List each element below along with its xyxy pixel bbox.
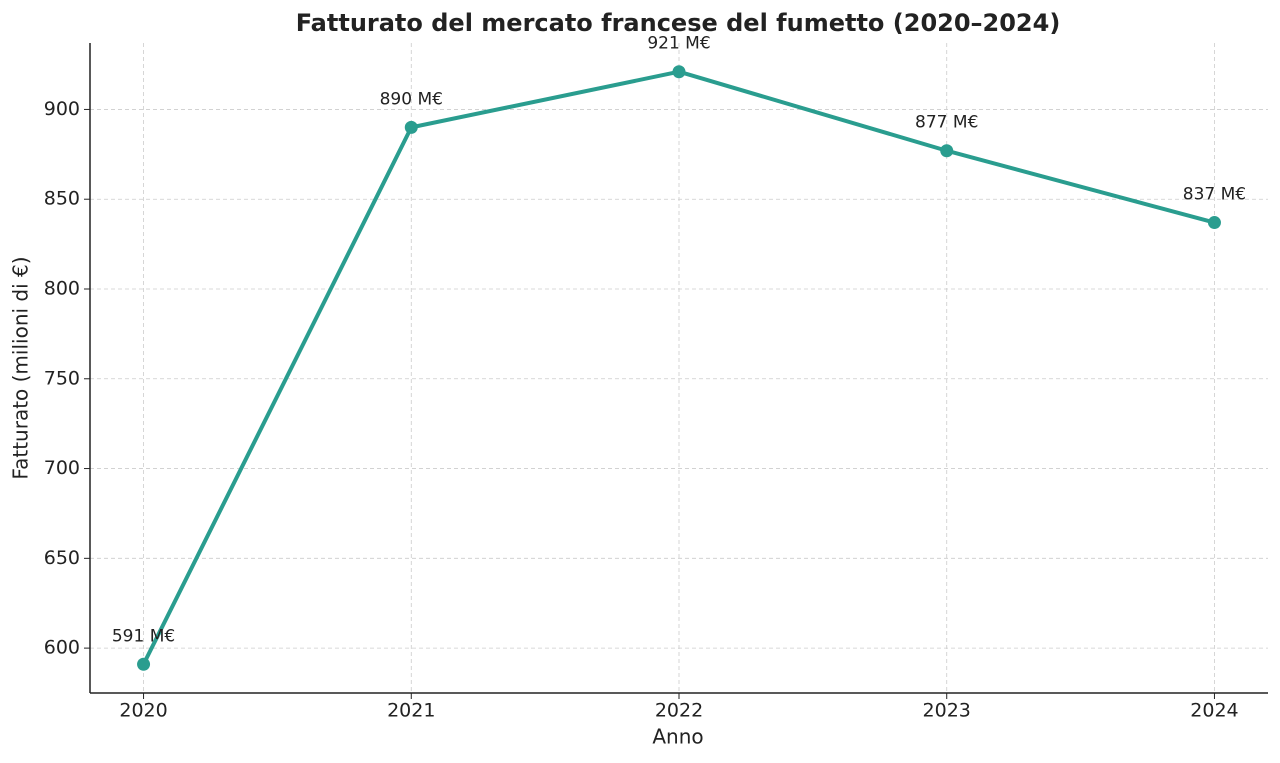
data-label: 921 M€	[647, 34, 710, 54]
y-tick-label: 600	[44, 637, 80, 659]
x-axis-label: Anno	[652, 725, 703, 749]
point	[940, 144, 954, 158]
data-label: 890 M€	[380, 89, 443, 109]
chart-title: Fatturato del mercato francese del fumet…	[296, 9, 1061, 37]
point	[1207, 216, 1221, 230]
y-tick-label: 650	[44, 547, 80, 569]
y-tick-label: 850	[44, 188, 80, 210]
point	[672, 65, 686, 79]
x-tick-label: 2020	[119, 700, 167, 722]
y-axis-label: Fatturato (milioni di €)	[9, 256, 33, 479]
point	[137, 657, 151, 671]
y-tick-label: 900	[44, 98, 80, 120]
x-tick-label: 2023	[923, 700, 971, 722]
y-tick-label: 700	[44, 457, 80, 479]
x-tick-label: 2021	[387, 700, 435, 722]
x-tick-label: 2022	[655, 700, 703, 722]
x-tick-label: 2024	[1190, 700, 1238, 722]
data-label: 837 M€	[1183, 185, 1246, 205]
y-tick-label: 800	[44, 277, 80, 299]
point	[404, 120, 418, 134]
y-tick-label: 750	[44, 367, 80, 389]
data-label: 877 M€	[915, 113, 978, 133]
data-label: 591 M€	[112, 626, 175, 646]
